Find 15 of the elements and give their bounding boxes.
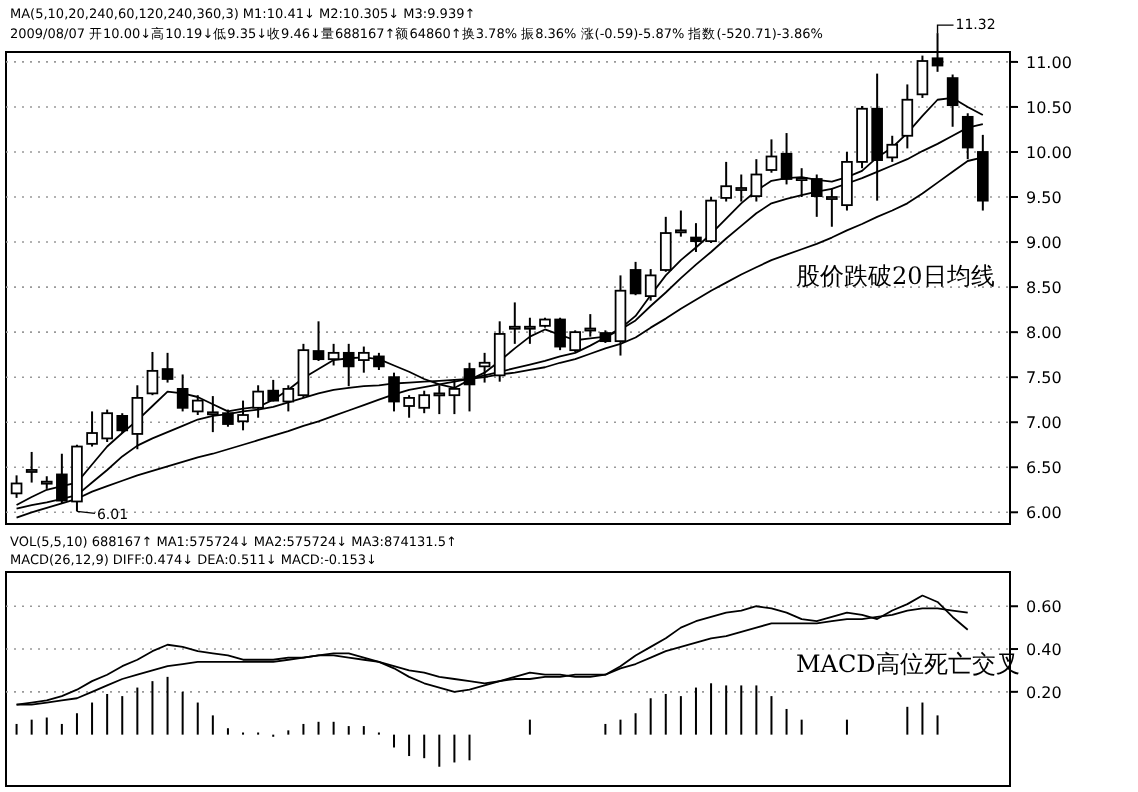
y-tick-label: 0.40 (1026, 641, 1062, 660)
y-tick-label: 11.00 (1026, 53, 1072, 72)
y-tick-label: 0.20 (1026, 683, 1062, 702)
y-tick-label: 6.00 (1026, 504, 1062, 523)
y-tick-label: 9.00 (1026, 234, 1062, 253)
y-tick-label: 7.00 (1026, 414, 1062, 433)
y-tick-label: 6.50 (1026, 459, 1062, 478)
y-tick-label: 10.50 (1026, 98, 1072, 117)
y-tick-label: 10.00 (1026, 143, 1072, 162)
y-tick-label: 0.60 (1026, 598, 1062, 617)
y-tick-label: 7.50 (1026, 369, 1062, 388)
y-tick-label: 8.50 (1026, 279, 1062, 298)
y-tick-label: 9.50 (1026, 189, 1062, 208)
y-tick-label: 8.00 (1026, 324, 1062, 343)
annotation: 股价跌破20日均线 (796, 262, 995, 290)
